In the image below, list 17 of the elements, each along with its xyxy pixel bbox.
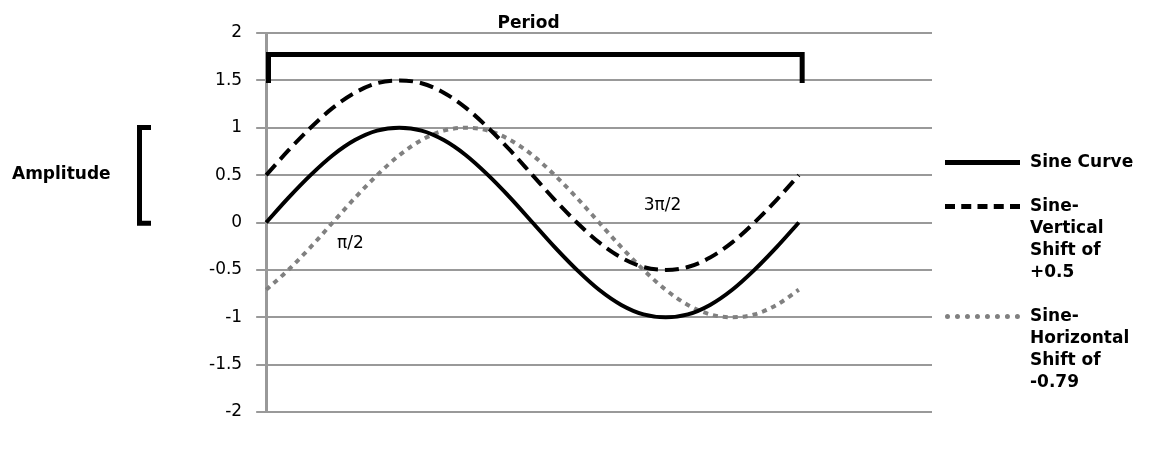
y-tick-label: -1.5	[209, 353, 243, 374]
line-series	[264, 78, 801, 272]
annotation: π/2	[336, 231, 364, 252]
text: Period	[497, 12, 560, 32]
legend-label: Sine-Vertical Shift of +0.5	[1030, 194, 1105, 282]
y-tick-label: -1	[225, 305, 243, 326]
y-tick-label: 0.5	[215, 163, 243, 184]
y-tick-label: -0.5	[209, 258, 243, 279]
y-tick-label: 2	[231, 21, 243, 42]
text: Amplitude	[12, 163, 111, 184]
y-tick-label: 0	[231, 210, 243, 231]
legend-label: Sine-Horizontal Shift of -0.79	[1030, 304, 1131, 392]
y-tick-label: 1	[231, 116, 243, 137]
y-tick-label: -2	[225, 400, 243, 421]
legend-label: Sine Curve	[1030, 150, 1135, 172]
annotation: 3π/2	[643, 194, 682, 215]
y-tick-label: 1.5	[215, 68, 243, 89]
